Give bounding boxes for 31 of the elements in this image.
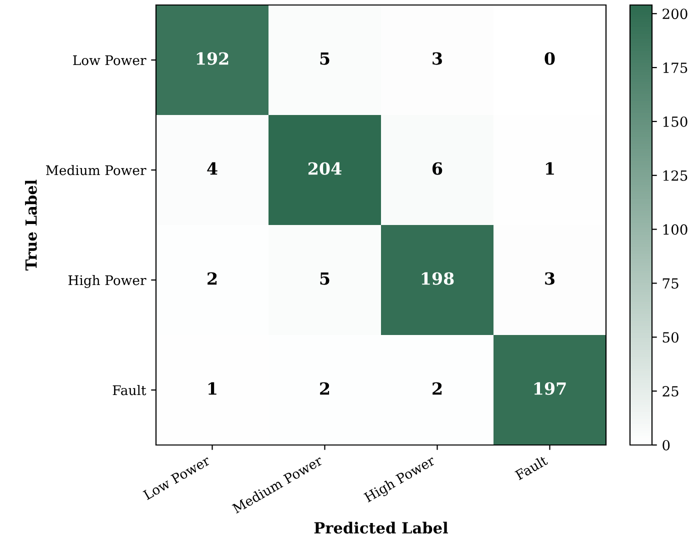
- color-bar-label: 150: [663, 116, 688, 127]
- data-label: 0: [544, 52, 555, 65]
- data-label: 3: [432, 52, 442, 65]
- color-bar-label: 25: [662, 386, 678, 397]
- x-axis-title: Predicted Label: [314, 522, 448, 534]
- data-label: 2: [320, 382, 330, 395]
- data-label: 5: [320, 272, 330, 285]
- color-bar-label: 175: [663, 62, 688, 74]
- data-label: 3: [545, 272, 554, 285]
- data-label: 5: [320, 52, 330, 65]
- y-tick-label: Medium Power: [46, 164, 146, 176]
- data-label: 2: [432, 382, 442, 395]
- data-label: 192: [196, 52, 228, 65]
- color-bar-label: 200: [662, 8, 688, 20]
- y-tick-label: Fault: [112, 384, 146, 396]
- color-bar-label: 75: [662, 278, 678, 289]
- data-label: 4: [207, 162, 218, 175]
- y-tick-label: Low Power: [73, 55, 146, 66]
- data-label: 204: [308, 162, 342, 175]
- data-label: 198: [422, 272, 454, 285]
- data-label: 1: [546, 162, 554, 175]
- color-bar-label: 0: [662, 440, 670, 450]
- color-bar-label: 50: [662, 332, 678, 343]
- color-bar-label: 125: [663, 170, 688, 181]
- data-label: 197: [534, 382, 566, 395]
- data-label: 6: [432, 162, 442, 175]
- y-tick-label: High Power: [68, 274, 146, 288]
- y-axis-title: True Label: [25, 180, 37, 270]
- data-label: 2: [208, 272, 217, 285]
- color-bar-label: 100: [663, 224, 688, 235]
- data-label: 1: [208, 382, 216, 395]
